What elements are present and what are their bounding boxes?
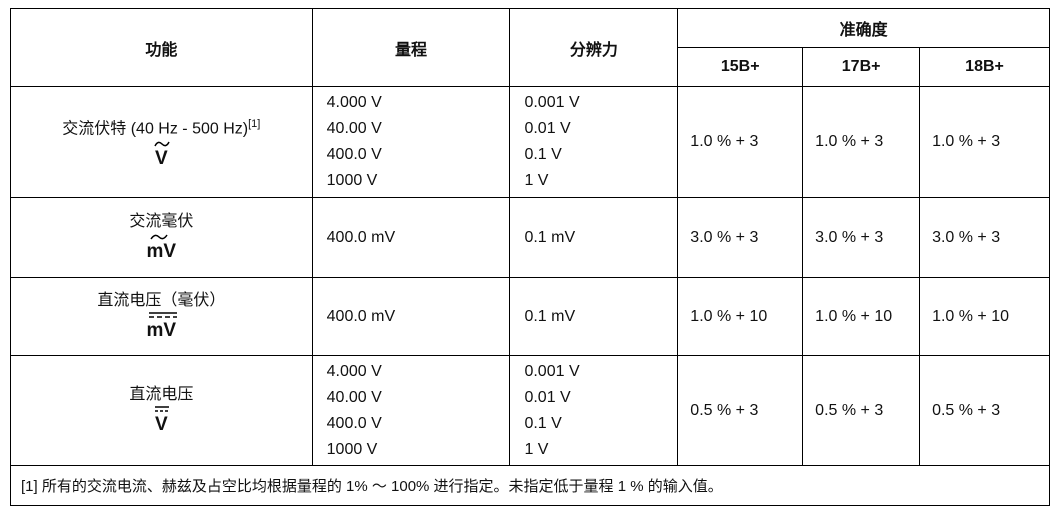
symbol: mV [146,312,177,341]
note: [1] [248,117,261,130]
resolution: 0.01 V [524,388,571,406]
accuracy: 0.5 % + 3 [677,355,804,466]
function: 直流电压 [129,386,194,403]
row: 直流电压 V 4.000 V 40.00 V 400.0 V 1000 V 0.001… [10,355,1050,466]
accuracy: 1.0 % + 3 [677,86,804,198]
symbol: V [154,141,170,170]
symbol: mV [146,234,177,262]
model-header: 15B+ [677,47,804,87]
resolution: 1 V [524,440,549,458]
accuracy: 0.5 % + 3 [802,355,921,466]
ac-sign [154,141,170,147]
accuracy: 0.5 % + 3 [919,355,1050,466]
accuracy: 1.0 % + 10 [919,277,1050,356]
accuracy: 1.0 % + 3 [919,86,1050,198]
range: 1000 V [326,440,378,458]
accuracy: 3.0 % + 3 [802,197,921,278]
ac-sign [149,234,168,240]
resolution: 1 V [524,172,549,189]
resolution: 0.001 V [524,94,580,111]
symbol-text: V [154,414,168,435]
range: 400.0 V [326,414,382,432]
model-header: 18B+ [919,47,1050,87]
function: 直流电压（毫伏） [97,292,226,309]
symbol-text: V [154,148,168,170]
dc-sign [148,312,177,318]
symbol: V [154,406,169,435]
header-cell: 准确度 [677,8,1050,48]
resolution: 0.1 V [524,414,562,432]
range: 400.0 mV [311,277,511,356]
accuracy: 3.0 % + 3 [919,197,1050,278]
range: 1000 V [326,172,378,189]
range: 4.000 V [326,94,382,111]
row: 直流电压（毫伏） mV 400.0 mV 0.1 mV 1.0 % + 10 1… [10,277,1050,356]
accuracy: 1.0 % + 10 [802,277,921,356]
symbol-text: mV [146,320,177,341]
resolution: 0.01 V [524,120,571,137]
model-header: 17B+ [802,47,921,87]
accuracy: 1.0 % + 10 [677,277,804,356]
range: 40.00 V [326,120,382,137]
resolution: 0.001 V [524,362,580,380]
footnote: [1] 所有的交流电流、赫兹及占空比均根据量程的 1% ～ 100% 进行指定。… [10,465,1050,506]
accuracy: 1.0 % + 3 [802,86,921,198]
resolution: 0.1 V [524,146,562,163]
function: 交流伏特 (40 Hz - 500 Hz) [62,120,249,138]
range: 4.000 V [326,362,382,380]
function: 交流毫伏 [129,213,194,230]
resolution: 0.1 mV [509,197,679,278]
range: 400.0 V [326,146,382,163]
accuracy: 3.0 % + 3 [677,197,804,278]
spec-table: 功能 量程 分辨力 准确度 15B+ 17B+ 18B+ 交流伏特 (40 Hz… [10,8,1050,506]
header-cell: 分辨力 [509,8,679,87]
header-cell: 量程 [311,8,511,87]
resolution: 0.1 mV [509,277,679,356]
symbol-text: mV [146,241,177,262]
row: 交流毫伏 mV 400.0 mV 0.1 mV 3.0 % + 3 3.0 % … [10,197,1050,278]
range: 400.0 mV [311,197,511,278]
range: 40.00 V [326,388,382,406]
dc-sign [154,406,169,412]
header-cell: 功能 [10,8,313,87]
row: 交流伏特 (40 Hz - 500 Hz)[1] V 4.000 V 40.00 … [10,86,1050,198]
